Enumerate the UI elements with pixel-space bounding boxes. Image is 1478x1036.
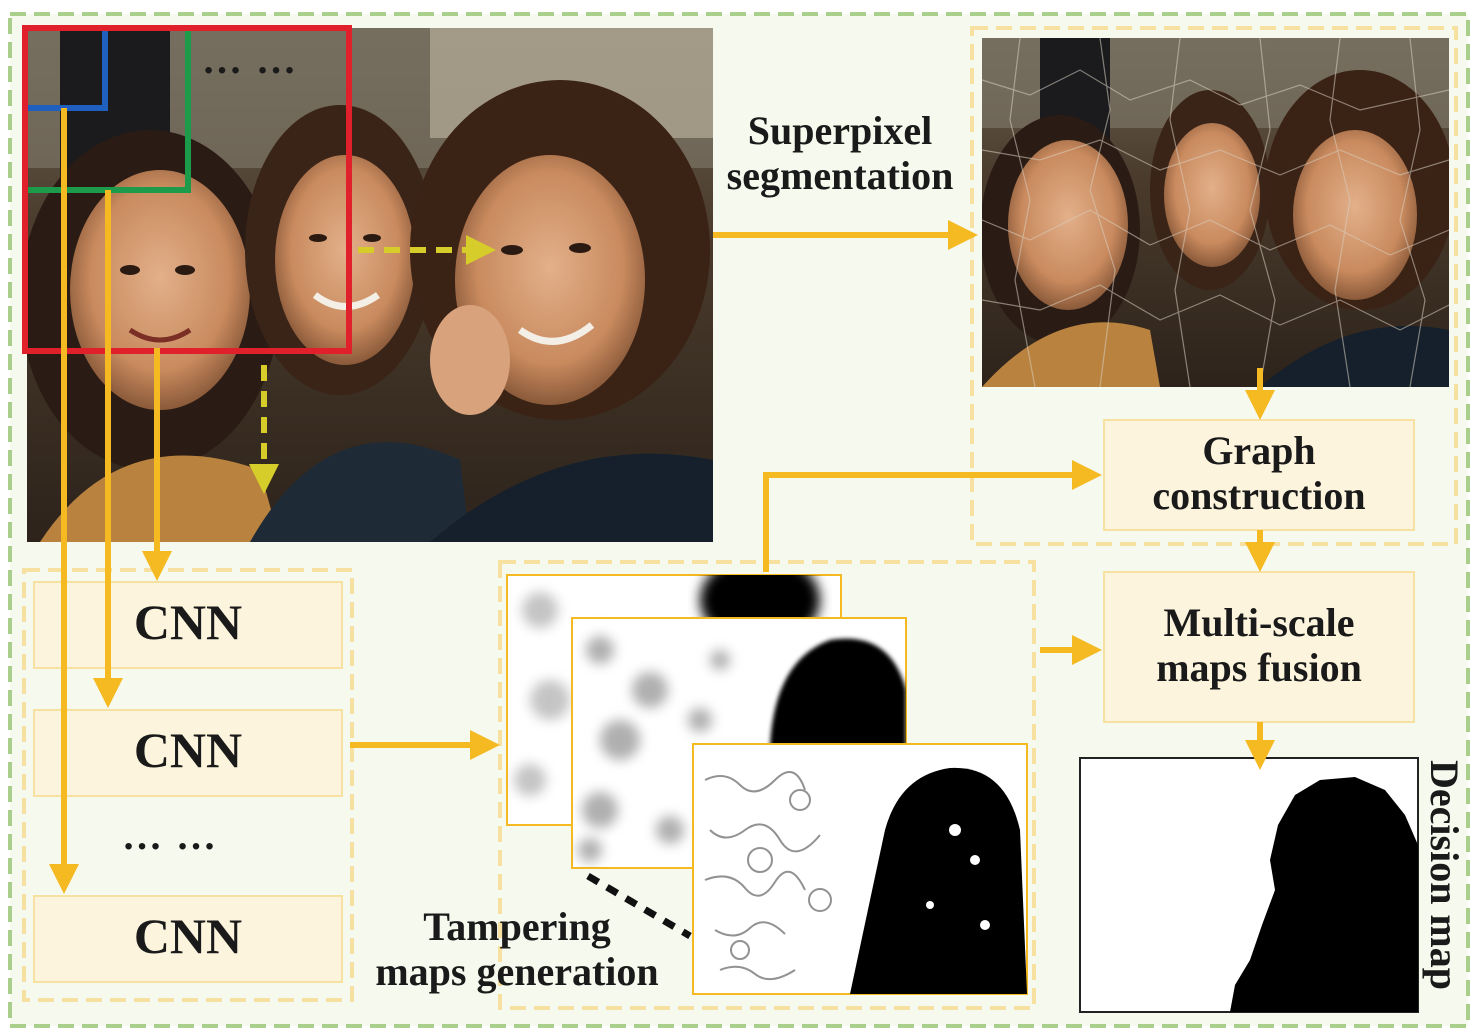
superpixel-image xyxy=(982,38,1449,387)
input-photo xyxy=(27,28,713,542)
cnn-ellipsis: … … xyxy=(122,813,218,858)
cnn-box-2 xyxy=(33,709,343,797)
decision-label: Decision map xyxy=(1422,760,1467,990)
cnn-group-border xyxy=(22,568,354,1002)
superpixel-label: Superpixel segmentation xyxy=(726,108,954,199)
graph-label: Graph construction xyxy=(1152,428,1366,519)
window-ellipsis: … … xyxy=(202,37,298,82)
tampering-label: Tampering maps generation xyxy=(375,904,659,995)
decision-map xyxy=(1079,757,1419,1013)
cnn-label-1: CNN xyxy=(133,594,243,650)
cnn-box-3 xyxy=(33,895,343,983)
cnn-label-2: CNN xyxy=(133,722,243,778)
cnn-box-1 xyxy=(33,581,343,669)
fusion-box xyxy=(1103,571,1415,723)
superpixel-group-border xyxy=(970,26,1458,546)
fusion-label: Multi-scale maps fusion xyxy=(1156,600,1362,691)
window-large xyxy=(22,25,352,354)
tampering-leader-line xyxy=(586,872,692,940)
tampering-map-3 xyxy=(692,743,1028,995)
arrow-maps-to-graph xyxy=(763,460,1102,572)
cnn-label-3: CNN xyxy=(133,908,243,964)
